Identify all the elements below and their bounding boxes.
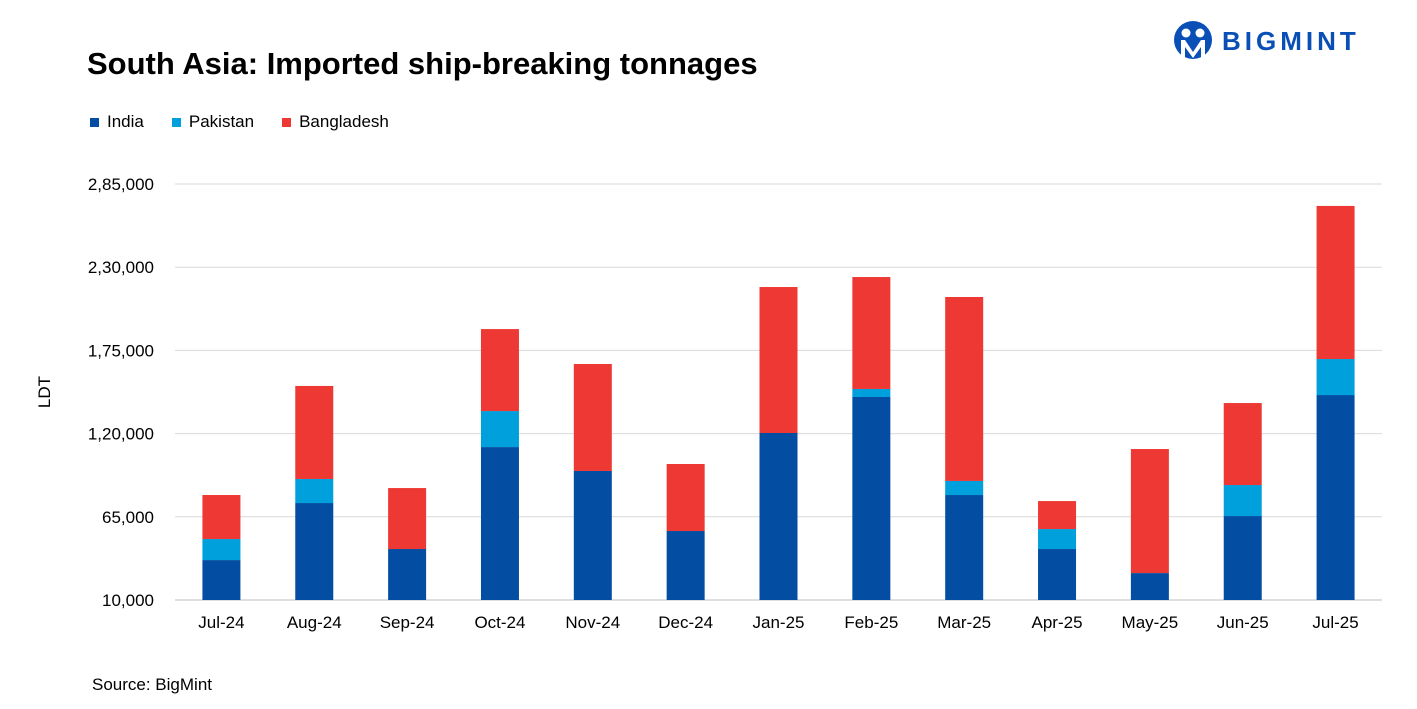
y-tick-label: 2,30,000 (88, 258, 154, 277)
bar-india-aug-24 (295, 503, 334, 600)
x-tick-label: Nov-24 (565, 613, 620, 632)
legend-label: Bangladesh (299, 112, 389, 131)
y-tick-label: 10,000 (102, 591, 154, 610)
y-tick-label: 65,000 (102, 508, 154, 527)
bigmint-logo: BIGMINT (1172, 20, 1360, 62)
legend-swatch (171, 117, 181, 127)
x-tick-label: Jul-24 (198, 613, 244, 632)
x-tick-label: Oct-24 (474, 613, 525, 632)
bar-bangladesh-may-25 (1130, 449, 1169, 574)
x-tick-label: Jun-25 (1217, 613, 1269, 632)
bar-pakistan-oct-24 (480, 411, 519, 448)
bar-pakistan-apr-25 (1038, 529, 1077, 550)
legend: India Pakistan Bangladesh (90, 112, 417, 132)
bar-bangladesh-sep-24 (388, 488, 427, 550)
y-tick-label: 1,75,000 (88, 341, 154, 360)
bar-india-jan-25 (759, 432, 798, 600)
bar-india-mar-25 (945, 495, 984, 600)
bar-india-nov-24 (573, 470, 612, 600)
bar-bangladesh-jul-25 (1316, 205, 1355, 360)
legend-item-pakistan: Pakistan (171, 112, 255, 132)
x-tick-label: Jul-25 (1312, 613, 1358, 632)
bar-india-jul-25 (1316, 395, 1355, 600)
bar-bangladesh-feb-25 (852, 277, 891, 389)
bar-bangladesh-dec-24 (666, 464, 705, 532)
bar-india-oct-24 (480, 447, 519, 600)
bar-bangladesh-jul-24 (202, 495, 241, 540)
bar-bangladesh-aug-24 (295, 385, 334, 479)
bar-pakistan-jul-24 (202, 539, 241, 561)
x-tick-label: Sep-24 (380, 613, 435, 632)
legend-item-bangladesh: Bangladesh (282, 112, 389, 132)
y-tick-label: 2,85,000 (88, 175, 154, 194)
x-tick-label: Feb-25 (844, 613, 898, 632)
bar-india-may-25 (1130, 573, 1169, 600)
legend-item-india: India (90, 112, 144, 132)
legend-swatch (282, 117, 292, 127)
x-tick-label: Aug-24 (287, 613, 342, 632)
x-tick-label: Jan-25 (753, 613, 805, 632)
bar-pakistan-jun-25 (1223, 485, 1262, 517)
bar-pakistan-jul-25 (1316, 359, 1355, 396)
y-axis-label: LDT (35, 376, 54, 408)
x-tick-label: Mar-25 (937, 613, 991, 632)
bar-pakistan-aug-24 (295, 478, 334, 504)
bar-pakistan-feb-25 (852, 388, 891, 397)
x-tick-label: Apr-25 (1032, 613, 1083, 632)
bar-india-feb-25 (852, 396, 891, 600)
bar-pakistan-mar-25 (945, 480, 984, 496)
bigmint-logo-icon (1174, 21, 1212, 59)
bar-india-sep-24 (388, 549, 427, 600)
y-tick-label: 1,20,000 (88, 425, 154, 444)
bar-india-jun-25 (1223, 516, 1262, 600)
x-tick-label: Dec-24 (658, 613, 713, 632)
bar-india-apr-25 (1038, 549, 1077, 600)
bar-bangladesh-apr-25 (1038, 501, 1077, 530)
x-tick-label: May-25 (1122, 613, 1179, 632)
bar-bangladesh-nov-24 (573, 364, 612, 471)
bar-bangladesh-jun-25 (1223, 403, 1262, 486)
chart-title: South Asia: Imported ship-breaking tonna… (87, 46, 758, 81)
source-note: Source: BigMint (92, 675, 212, 694)
legend-label: Pakistan (188, 112, 255, 131)
bar-india-dec-24 (666, 531, 705, 600)
bar-bangladesh-oct-24 (480, 329, 519, 412)
bar-india-jul-24 (202, 560, 241, 600)
legend-swatch (90, 117, 99, 127)
bar-bangladesh-mar-25 (945, 297, 984, 481)
legend-label: India (107, 112, 144, 131)
bar-bangladesh-jan-25 (759, 287, 798, 433)
brand-name: BIGMINT (1222, 25, 1360, 56)
